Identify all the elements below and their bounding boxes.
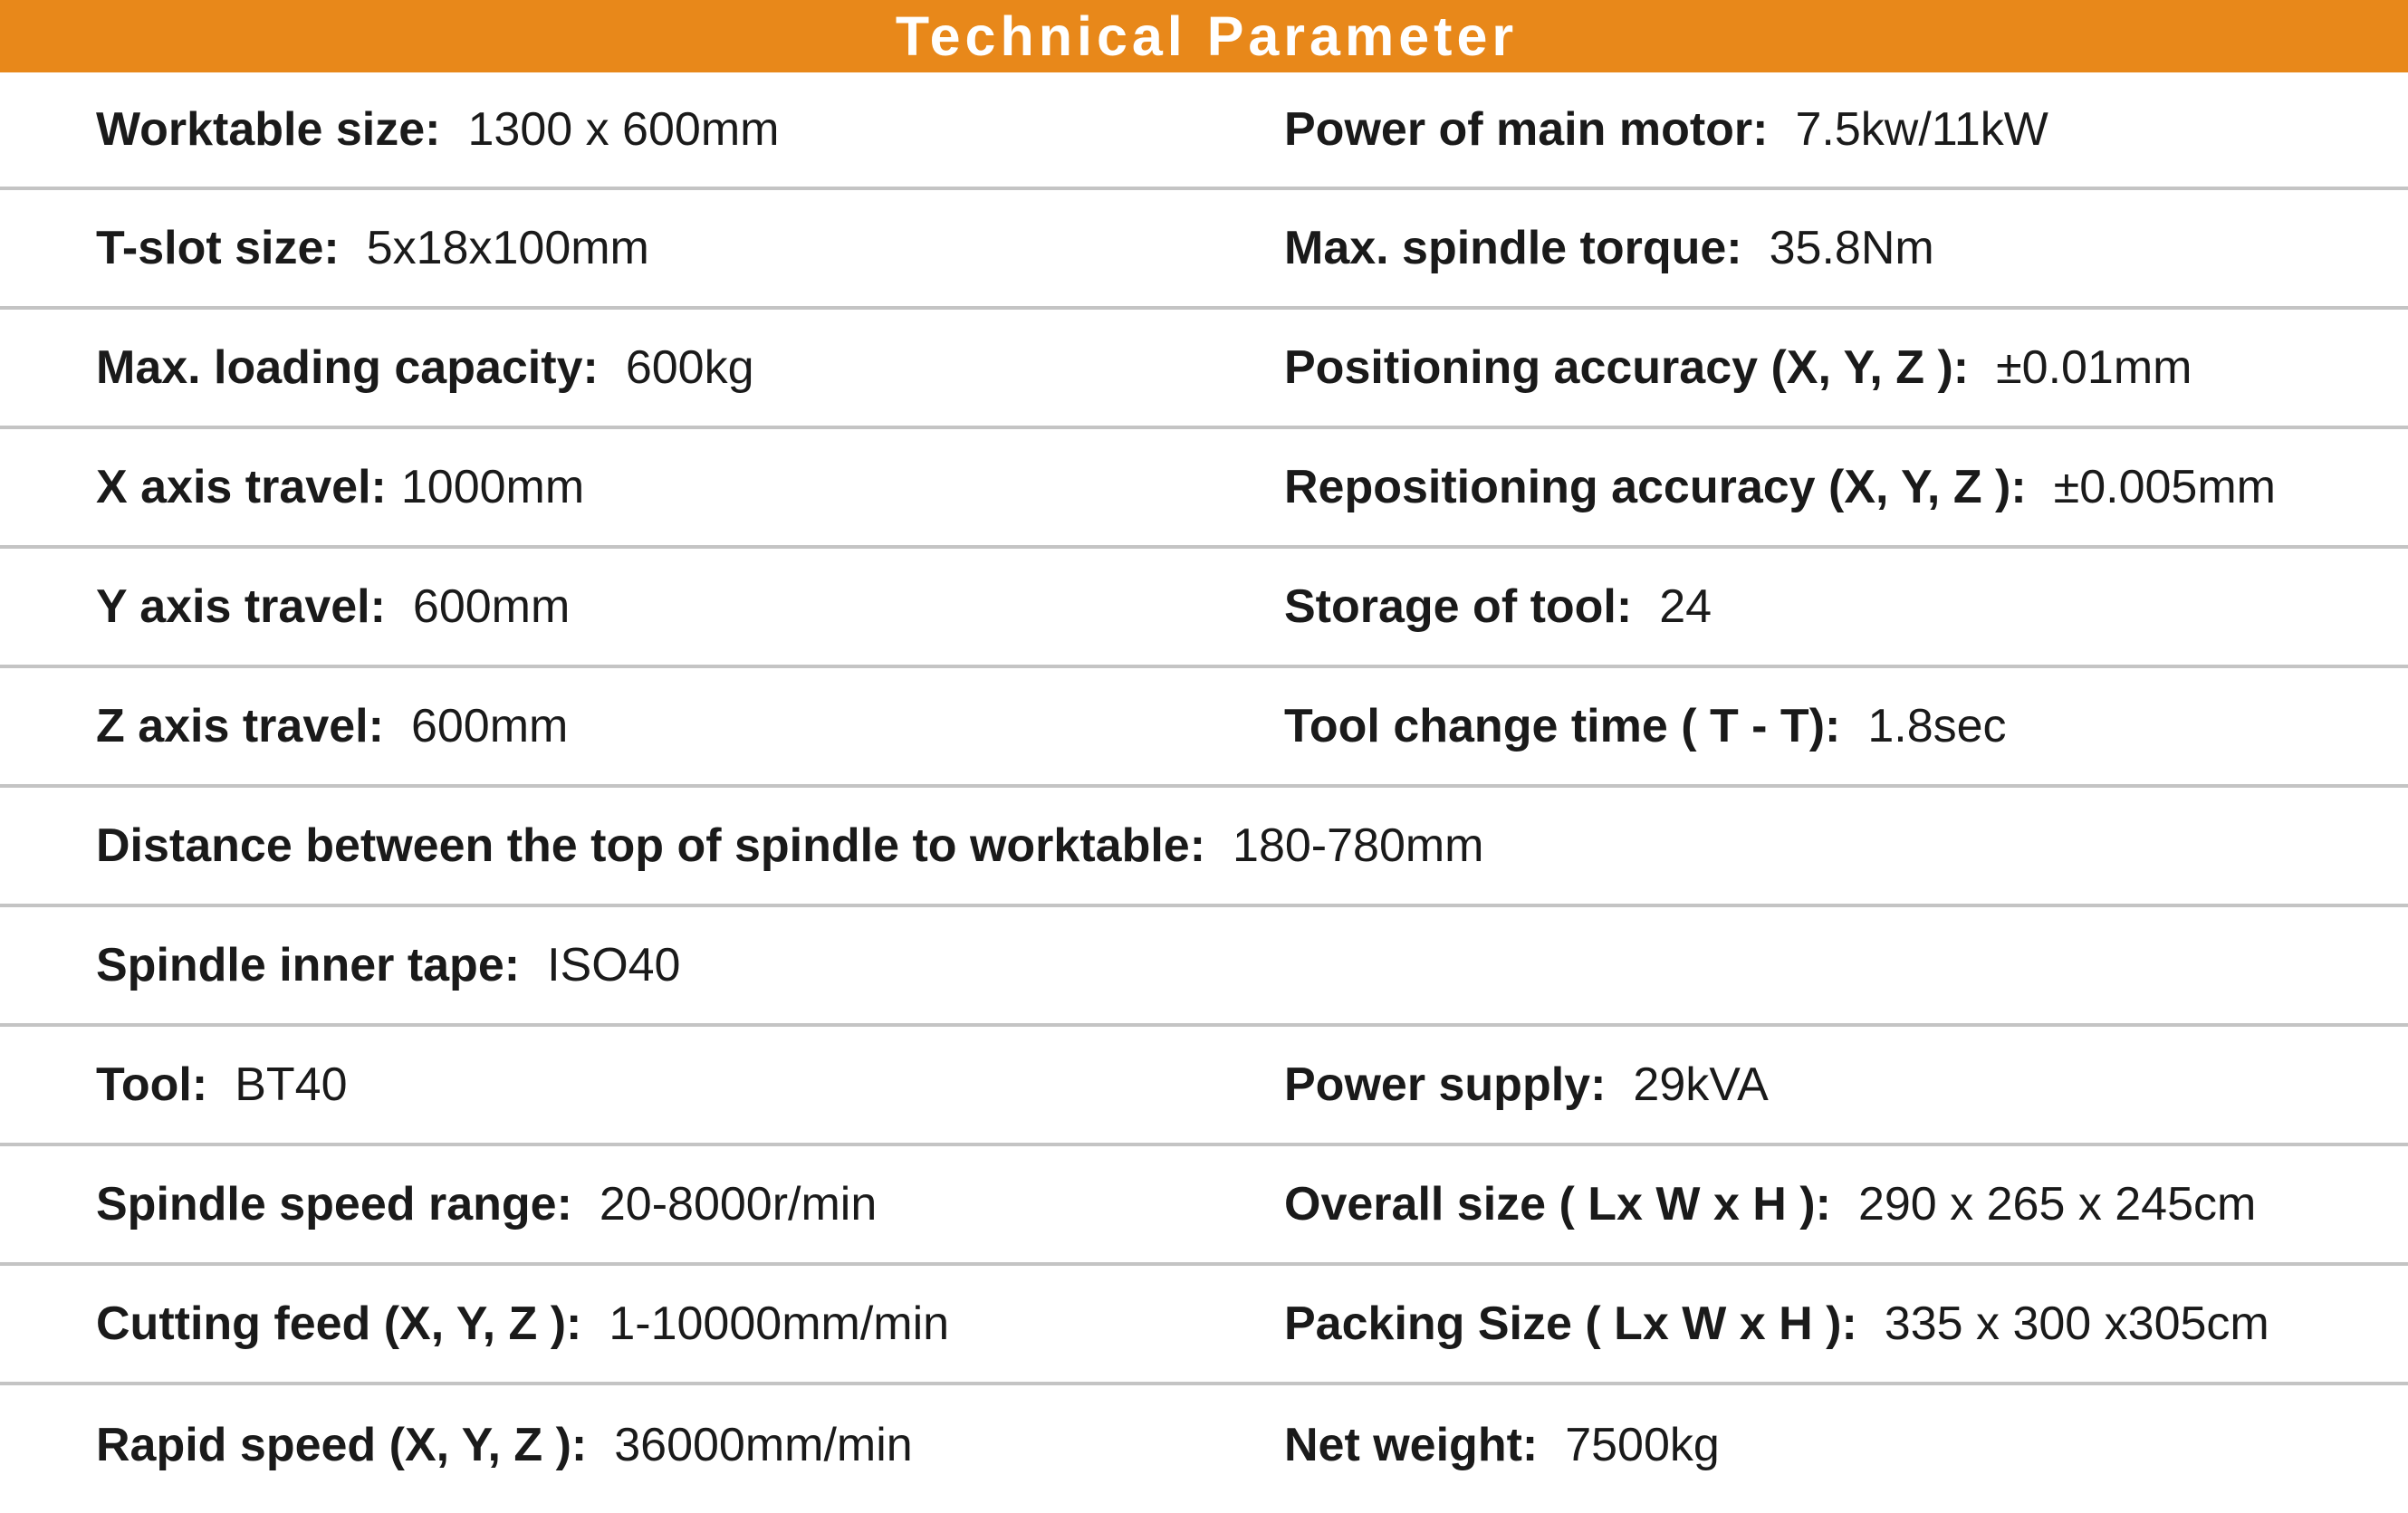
param-label: Z axis travel: [96,700,384,752]
param-value: 7500kg [1565,1419,1720,1471]
table-row: Tool: BT40 Power supply: 29kVA [0,1027,2408,1146]
table-row: Y axis travel: 600mm Storage of tool: 24 [0,549,2408,668]
param-value: 1.8sec [1867,700,2007,752]
param-power-main-motor: Power of main motor: 7.5kw/11kW [1284,72,2048,187]
param-spindle-inner-tape: Spindle inner tape: ISO40 [96,907,680,1023]
param-t-slot-size: T-slot size: 5x18x100mm [96,190,649,306]
table-row: Worktable size: 1300 x 600mm Power of ma… [0,72,2408,190]
param-storage-of-tool: Storage of tool: 24 [1284,549,1712,665]
param-value: 335 x 300 x305cm [1884,1298,2269,1350]
table-row: X axis travel: 1000mm Repositioning accu… [0,429,2408,549]
param-value: 20-8000r/min [599,1178,878,1231]
param-label: Max. spindle torque: [1284,222,1742,274]
param-label: Distance between the top of spindle to w… [96,819,1206,872]
table-row: Cutting feed (X, Y, Z ): 1-10000mm/min P… [0,1266,2408,1385]
param-spindle-to-worktable-distance: Distance between the top of spindle to w… [96,788,1484,904]
param-value: 7.5kw/11kW [1795,103,2048,156]
param-label: Overall size ( Lx W x H ): [1284,1178,1831,1231]
param-value: ±0.01mm [1996,341,2192,394]
param-value: 290 x 265 x 245cm [1857,1178,2257,1231]
param-label: X axis travel: [96,461,387,513]
param-label: Max. loading capacity: [96,341,599,394]
param-x-axis-travel: X axis travel: 1000mm [96,429,584,545]
param-value: 35.8Nm [1769,222,1934,274]
param-value: 600kg [625,341,754,394]
table-row: Max. loading capacity: 600kg Positioning… [0,310,2408,429]
param-value: 600mm [412,580,571,633]
param-label: Spindle speed range: [96,1178,572,1231]
param-cutting-feed: Cutting feed (X, Y, Z ): 1-10000mm/min [96,1266,949,1382]
param-worktable-size: Worktable size: 1300 x 600mm [96,72,779,187]
param-value: ISO40 [547,939,681,991]
param-label: Repositioning accuracy (X, Y, Z ): [1284,461,2027,513]
table-row: Rapid speed (X, Y, Z ): 36000mm/min Net … [0,1385,2408,1505]
param-label: Power of main motor: [1284,103,1769,156]
param-label: Rapid speed (X, Y, Z ): [96,1419,588,1471]
param-label: Net weight: [1284,1419,1539,1471]
header-bar: Technical Parameter [0,0,2408,72]
param-value: 1300 x 600mm [467,103,780,156]
param-value: BT40 [235,1058,348,1111]
table-row: Spindle inner tape: ISO40 [0,907,2408,1027]
param-z-axis-travel: Z axis travel: 600mm [96,668,568,784]
param-value: 36000mm/min [614,1419,913,1471]
param-max-spindle-torque: Max. spindle torque: 35.8Nm [1284,190,1934,306]
param-overall-size: Overall size ( Lx W x H ): 290 x 265 x 2… [1284,1146,2256,1262]
param-label: Tool change time ( T - T): [1284,700,1841,752]
param-max-loading-capacity: Max. loading capacity: 600kg [96,310,754,426]
param-label: Y axis travel: [96,580,386,633]
param-rapid-speed: Rapid speed (X, Y, Z ): 36000mm/min [96,1385,913,1505]
param-value: 1-10000mm/min [609,1298,950,1350]
param-spindle-speed-range: Spindle speed range: 20-8000r/min [96,1146,877,1262]
param-positioning-accuracy: Positioning accuracy (X, Y, Z ): ±0.01mm [1284,310,2192,426]
table-row: T-slot size: 5x18x100mm Max. spindle tor… [0,190,2408,310]
param-label: Spindle inner tape: [96,939,521,991]
param-label: Worktable size: [96,103,441,156]
param-repositioning-accuracy: Repositioning accuracy (X, Y, Z ): ±0.00… [1284,429,2276,545]
param-label: Storage of tool: [1284,580,1633,633]
param-value: 180-780mm [1233,819,1484,872]
param-packing-size: Packing Size ( Lx W x H ): 335 x 300 x30… [1284,1266,2269,1382]
param-value: 5x18x100mm [366,222,649,274]
param-net-weight: Net weight: 7500kg [1284,1385,1720,1505]
param-label: Tool: [96,1058,208,1111]
param-y-axis-travel: Y axis travel: 600mm [96,549,570,665]
parameter-table: Worktable size: 1300 x 600mm Power of ma… [0,72,2408,1505]
param-value: 600mm [410,700,569,752]
param-value: 24 [1659,580,1712,633]
param-power-supply: Power supply: 29kVA [1284,1027,1769,1143]
table-row: Z axis travel: 600mm Tool change time ( … [0,668,2408,788]
param-value: 29kVA [1633,1058,1769,1111]
param-tool-change-time: Tool change time ( T - T): 1.8sec [1284,668,2007,784]
param-label: Packing Size ( Lx W x H ): [1284,1298,1857,1350]
param-label: T-slot size: [96,222,340,274]
param-label: Positioning accuracy (X, Y, Z ): [1284,341,1970,394]
param-tool: Tool: BT40 [96,1027,348,1143]
table-row: Spindle speed range: 20-8000r/min Overal… [0,1146,2408,1266]
param-value: ±0.005mm [2053,461,2276,513]
param-label: Cutting feed (X, Y, Z ): [96,1298,582,1350]
page-title: Technical Parameter [895,5,1519,67]
param-value: 1000mm [400,461,585,513]
table-row: Distance between the top of spindle to w… [0,788,2408,907]
param-label: Power supply: [1284,1058,1607,1111]
